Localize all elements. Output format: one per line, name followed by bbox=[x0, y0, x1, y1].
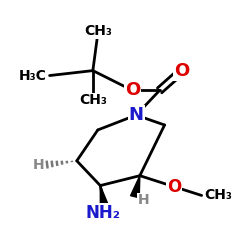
Text: H: H bbox=[137, 194, 149, 207]
Text: CH₃: CH₃ bbox=[84, 24, 112, 38]
Text: H: H bbox=[33, 158, 45, 172]
Polygon shape bbox=[130, 176, 140, 198]
Text: H₃C: H₃C bbox=[19, 68, 47, 82]
Text: CH₃: CH₃ bbox=[204, 188, 232, 202]
Text: NH₂: NH₂ bbox=[85, 204, 120, 222]
Text: N: N bbox=[128, 106, 144, 124]
Text: O: O bbox=[167, 178, 182, 196]
Text: O: O bbox=[125, 82, 140, 100]
Text: CH₃: CH₃ bbox=[79, 93, 107, 107]
Polygon shape bbox=[100, 186, 110, 211]
Text: O: O bbox=[174, 62, 190, 80]
